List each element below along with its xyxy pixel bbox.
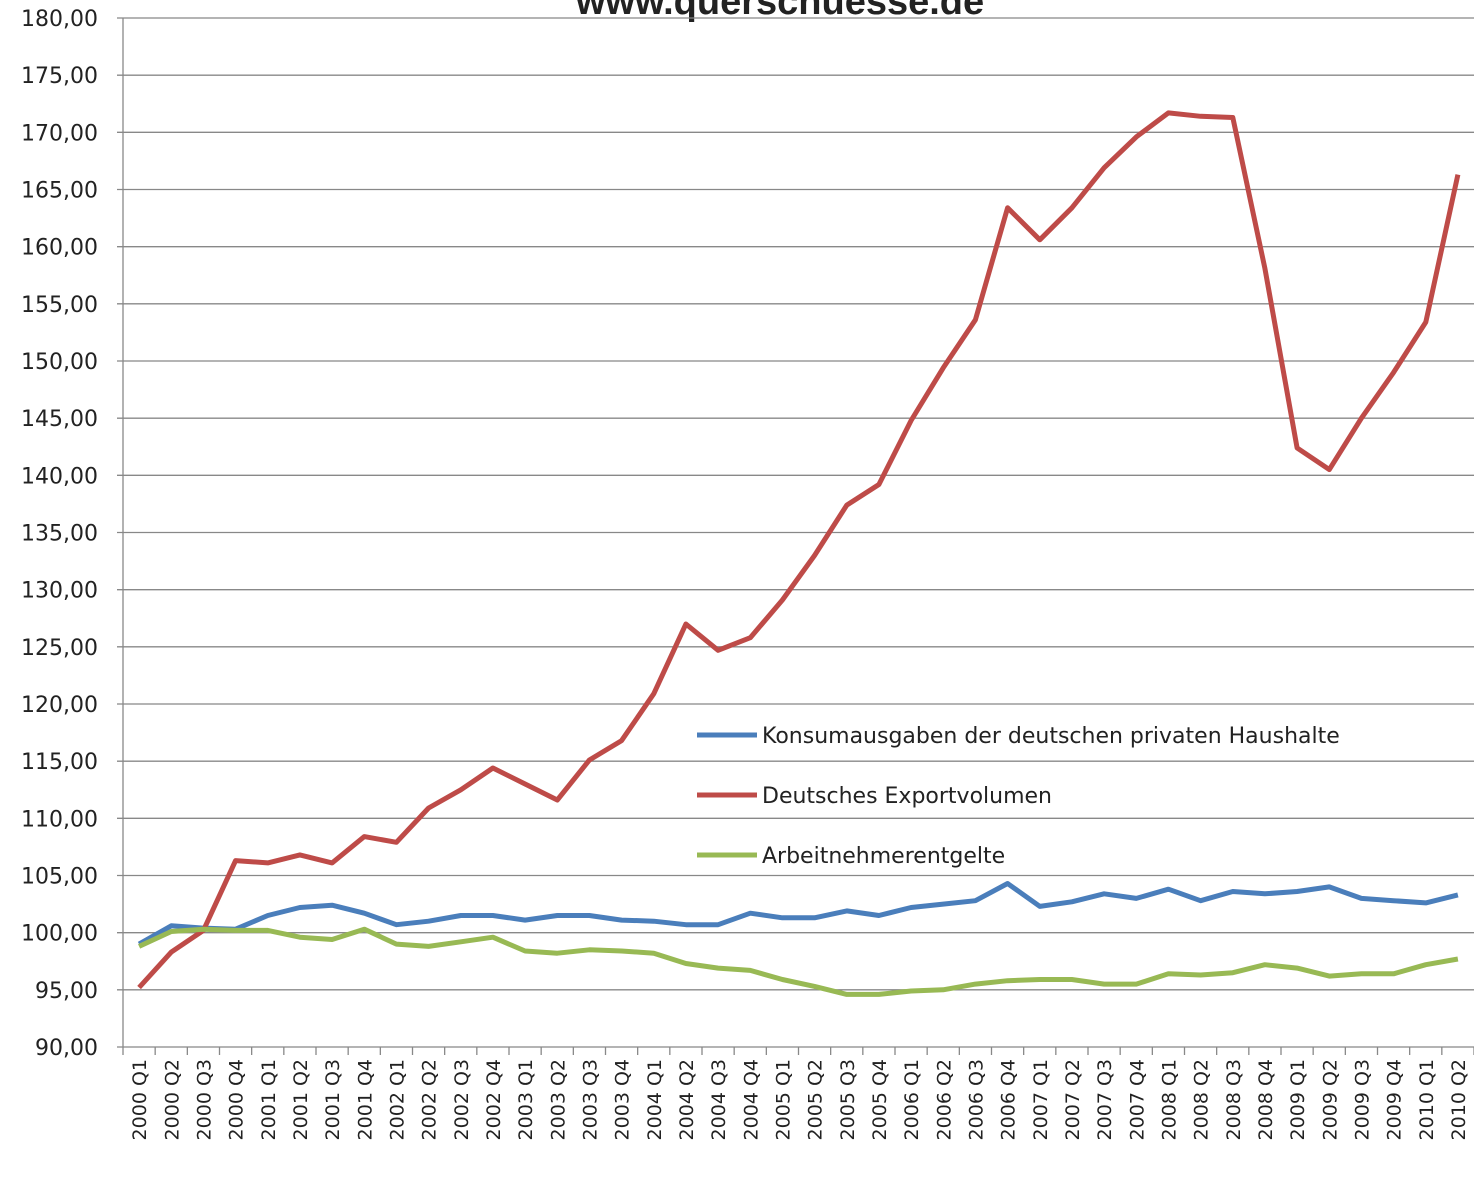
x-tick-label: 2003 Q1 xyxy=(515,1059,537,1140)
y-tick-label: 110,00 xyxy=(21,807,98,832)
x-tick-label: 2007 Q3 xyxy=(1094,1059,1116,1140)
x-tick-label: 2007 Q2 xyxy=(1062,1059,1084,1140)
y-tick-label: 160,00 xyxy=(21,236,98,261)
x-tick-label: 2009 Q4 xyxy=(1384,1059,1406,1140)
x-tick-label: 2006 Q2 xyxy=(933,1059,955,1140)
x-tick-label: 2006 Q4 xyxy=(998,1059,1020,1140)
x-tick-label: 2008 Q2 xyxy=(1191,1059,1213,1140)
legend-label: Konsumausgaben der deutschen privaten Ha… xyxy=(762,724,1340,749)
x-tick-label: 2003 Q3 xyxy=(579,1059,601,1140)
x-tick-label: 2010 Q2 xyxy=(1448,1059,1470,1140)
x-tick-label: 2008 Q1 xyxy=(1158,1059,1180,1140)
y-tick-label: 125,00 xyxy=(21,636,98,661)
x-tick-label: 2006 Q1 xyxy=(901,1059,923,1140)
y-tick-label: 175,00 xyxy=(21,64,98,89)
x-tick-label: 2010 Q1 xyxy=(1416,1059,1438,1140)
x-tick-label: 2004 Q4 xyxy=(740,1059,762,1140)
x-tick-label: 2000 Q1 xyxy=(129,1059,151,1140)
x-tick-label: 2003 Q4 xyxy=(612,1059,634,1140)
y-tick-label: 90,00 xyxy=(35,1036,98,1061)
x-tick-label: 2007 Q4 xyxy=(1126,1059,1148,1140)
y-tick-label: 155,00 xyxy=(21,293,98,318)
x-tick-label: 2005 Q4 xyxy=(869,1059,891,1140)
y-tick-label: 170,00 xyxy=(21,121,98,146)
y-tick-label: 100,00 xyxy=(21,922,98,947)
x-tick-label: 2000 Q3 xyxy=(193,1059,215,1140)
y-tick-label: 105,00 xyxy=(21,865,98,890)
x-tick-label: 2000 Q4 xyxy=(226,1059,248,1140)
y-tick-label: 150,00 xyxy=(21,350,98,375)
x-tick-label: 2003 Q2 xyxy=(547,1059,569,1140)
line-series xyxy=(138,926,1459,997)
x-tick-label: 2004 Q3 xyxy=(708,1059,730,1140)
x-tick-label: 2002 Q1 xyxy=(386,1059,408,1140)
chart-title: www.querschuesse.de xyxy=(575,0,984,23)
x-tick-label: 2005 Q2 xyxy=(805,1059,827,1140)
legend-label: Arbeitnehmerentgelte xyxy=(762,844,1005,869)
x-tick-label: 2001 Q2 xyxy=(290,1059,312,1140)
x-tick-label: 2002 Q3 xyxy=(451,1059,473,1140)
x-tick-label: 2008 Q3 xyxy=(1223,1059,1245,1140)
y-tick-label: 165,00 xyxy=(21,179,98,204)
legend-label: Deutsches Exportvolumen xyxy=(762,784,1052,809)
x-tick-label: 2001 Q4 xyxy=(354,1059,376,1140)
x-tick-label: 2007 Q1 xyxy=(1030,1059,1052,1140)
x-tick-label: 2006 Q3 xyxy=(965,1059,987,1140)
line-series xyxy=(137,881,1459,947)
y-tick-label: 115,00 xyxy=(21,750,98,775)
y-tick-label: 120,00 xyxy=(21,693,98,718)
x-tick-label: 2002 Q2 xyxy=(419,1059,441,1140)
x-tick-label: 2000 Q2 xyxy=(161,1059,183,1140)
y-tick-label: 145,00 xyxy=(21,407,98,432)
y-tick-label: 140,00 xyxy=(21,464,98,489)
x-tick-label: 2009 Q1 xyxy=(1287,1059,1309,1140)
y-tick-label: 130,00 xyxy=(21,579,98,604)
y-tick-label: 95,00 xyxy=(35,979,98,1004)
x-tick-label: 2001 Q1 xyxy=(258,1059,280,1140)
x-tick-label: 2008 Q4 xyxy=(1255,1059,1277,1140)
x-tick-label: 2009 Q3 xyxy=(1351,1059,1373,1140)
x-tick-label: 2005 Q3 xyxy=(837,1059,859,1140)
y-tick-label: 135,00 xyxy=(21,522,98,547)
x-tick-label: 2009 Q2 xyxy=(1319,1059,1341,1140)
x-tick-label: 2004 Q1 xyxy=(644,1059,666,1140)
x-tick-label: 2002 Q4 xyxy=(483,1059,505,1140)
x-tick-label: 2001 Q3 xyxy=(322,1059,344,1140)
x-tick-label: 2005 Q1 xyxy=(772,1059,794,1140)
y-tick-label: 180,00 xyxy=(21,7,98,32)
line-series xyxy=(137,110,1461,990)
x-tick-label: 2004 Q2 xyxy=(676,1059,698,1140)
